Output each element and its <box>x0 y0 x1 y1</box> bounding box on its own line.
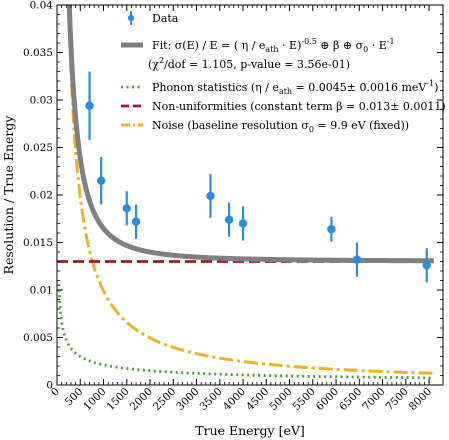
x-tick-label: 6000 <box>314 386 341 413</box>
x-tick-label: 3000 <box>174 386 201 413</box>
legend: Data Fit: σ(E) / E = ( η / eath · E)-0.5… <box>121 11 446 134</box>
data-marker <box>206 191 215 201</box>
y-tick-label: 0.015 <box>23 237 53 249</box>
x-tick-label: 3500 <box>198 386 225 413</box>
data-marker <box>352 255 362 264</box>
x-tick-label: 7000 <box>360 386 387 413</box>
data-point <box>224 202 234 237</box>
legend-data-label: Data <box>152 12 179 25</box>
x-tick-label: 5000 <box>267 386 294 413</box>
data-point <box>352 242 362 277</box>
data-marker <box>327 225 336 234</box>
legend-phonon-label: Phonon statistics (η / eath = 0.0045± 0.… <box>152 79 438 96</box>
y-axis-ticks: 0 0.005 0.01 0.015 0.02 0.025 0.03 0.035 0.04 <box>23 0 443 392</box>
y-tick-label: 0.025 <box>23 142 53 154</box>
data-points <box>85 71 431 283</box>
data-marker <box>131 217 141 226</box>
y-tick-label: 0.03 <box>30 95 53 107</box>
x-tick-label: 4000 <box>221 386 248 413</box>
data-point <box>238 206 248 241</box>
legend-entry-phonon: Phonon statistics (η / eath = 0.0045± 0.… <box>121 79 438 96</box>
data-marker <box>122 204 131 213</box>
y-tick-label: 0.02 <box>30 190 53 202</box>
data-marker <box>96 176 106 185</box>
y-tick-label: 0.01 <box>30 285 53 297</box>
data-point <box>206 174 215 218</box>
noise-curve <box>67 5 434 375</box>
data-marker <box>85 101 94 110</box>
data-point <box>422 248 431 283</box>
x-tick-label: 1500 <box>104 386 131 413</box>
data-point <box>122 191 131 226</box>
x-tick-label: 4500 <box>244 386 271 413</box>
x-tick-label: 1000 <box>81 386 108 413</box>
x-axis-title: True Energy [eV] <box>195 423 305 438</box>
data-point <box>85 71 94 140</box>
data-point <box>96 157 106 205</box>
legend-entry-fit: Fit: σ(E) / E = ( η / eath · E)-0.5 ⊕ β … <box>121 37 395 71</box>
x-tick-label: 7500 <box>384 386 411 413</box>
data-marker <box>224 215 234 224</box>
x-tick-label: 2000 <box>128 386 155 413</box>
legend-entry-data: Data <box>127 11 179 25</box>
data-marker <box>422 261 431 270</box>
y-tick-label: 0 <box>46 380 53 392</box>
y-tick-label: 0.04 <box>30 0 54 12</box>
y-axis-title: Resolution / True Energy <box>1 115 16 275</box>
data-point <box>327 216 336 242</box>
y-tick-label: 0.005 <box>23 332 53 344</box>
legend-entry-nonuniform: Non-uniformities (constant term β = 0.01… <box>121 100 446 113</box>
phonon-curve <box>57 284 434 380</box>
x-tick-label: 6500 <box>337 386 364 413</box>
legend-data-marker <box>127 14 135 22</box>
legend-noise-label: Noise (baseline resolution σ0 = 9.9 eV (… <box>152 119 409 134</box>
y-tick-label: 0.035 <box>23 47 53 59</box>
x-tick-label: 5500 <box>291 386 318 413</box>
legend-entry-noise: Noise (baseline resolution σ0 = 9.9 eV (… <box>121 119 409 134</box>
legend-fit-label: Fit: σ(E) / E = ( η / eath · E)-0.5 ⊕ β … <box>152 37 395 54</box>
data-marker <box>238 219 248 228</box>
x-tick-label: 2500 <box>151 386 178 413</box>
x-tick-label: 8000 <box>407 386 434 413</box>
legend-nonuniform-label: Non-uniformities (constant term β = 0.01… <box>152 100 446 113</box>
data-point <box>131 204 141 239</box>
curves <box>57 5 434 380</box>
fit-curve <box>66 5 434 264</box>
legend-chi2-label: (χ2/dof = 1.105, p-value = 3.56e-01) <box>148 56 350 71</box>
